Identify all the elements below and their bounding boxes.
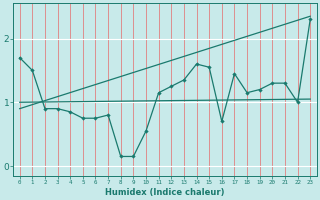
X-axis label: Humidex (Indice chaleur): Humidex (Indice chaleur) <box>105 188 225 197</box>
